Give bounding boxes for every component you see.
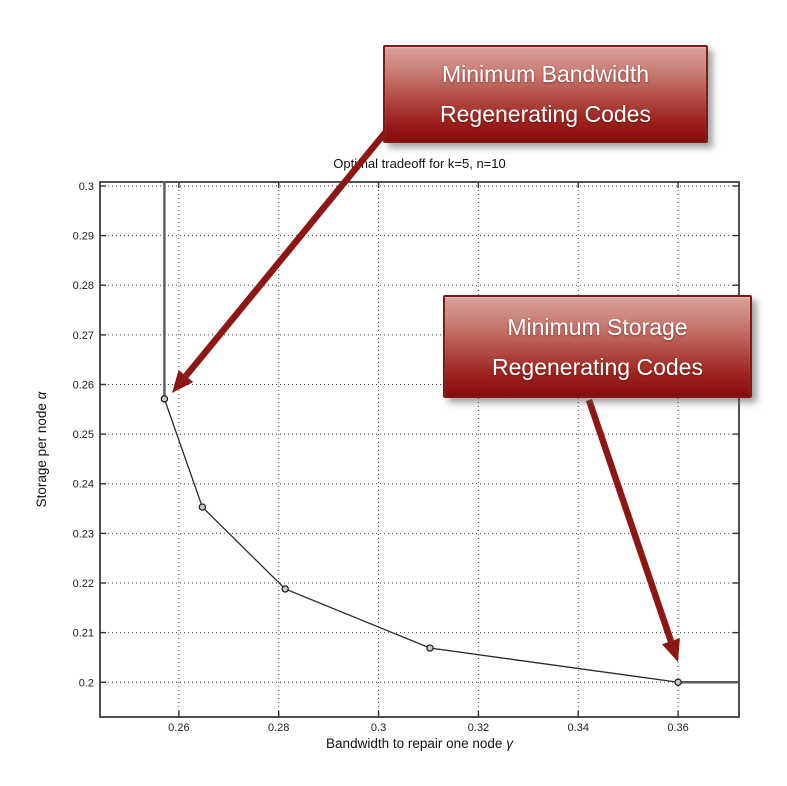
y-tick-label: 0.28: [73, 280, 94, 292]
msr-callout: Minimum Storage Regenerating Codes: [443, 295, 752, 398]
y-tick-label: 0.24: [73, 479, 94, 491]
y-tick-label: 0.3: [79, 181, 94, 193]
y-tick-label: 0.27: [73, 330, 94, 342]
mbr-arrowhead-icon: [172, 369, 194, 393]
y-tick-label: 0.29: [73, 231, 94, 243]
y-tick-label: 0.21: [73, 628, 94, 640]
mbr-callout-line1: Minimum Bandwidth: [441, 61, 650, 87]
data-point-marker: [426, 644, 434, 652]
x-tick-label: 0.36: [667, 722, 688, 734]
y-axis-label: Storage per node α: [34, 390, 49, 507]
data-point-marker: [281, 585, 289, 593]
y-tick-label: 0.22: [73, 578, 94, 590]
plot-border: [99, 181, 740, 718]
y-tick-label: 0.26: [73, 379, 94, 391]
x-tick-label: 0.32: [468, 722, 489, 734]
x-tick-label: 0.3: [371, 722, 386, 734]
data-point-marker: [198, 503, 207, 511]
y-tick-label: 0.23: [73, 528, 94, 540]
mbr-callout: Minimum Bandwidth Regenerating Codes: [383, 45, 708, 143]
msr-arrow-shaft: [585, 398, 675, 643]
y-tick-label: 0.2: [79, 677, 94, 689]
mbr-arrow-shaft: [183, 125, 392, 379]
x-tick-label: 0.34: [568, 722, 589, 734]
x-axis-label: Bandwidth to repair one node γ: [326, 736, 514, 751]
x-tick-label: 0.28: [268, 722, 289, 734]
x-tick-label: 0.26: [168, 722, 189, 734]
data-point-marker: [674, 678, 682, 686]
chart-title: Optimal tradeoff for k=5, n=10: [333, 156, 505, 171]
mbr-callout-line2: Regenerating Codes: [440, 101, 651, 127]
msr-callout-line2: Regenerating Codes: [492, 353, 703, 380]
msr-arrowhead-icon: [661, 638, 680, 662]
msr-callout-line1: Minimum Storage: [507, 313, 688, 340]
data-point-marker: [160, 395, 169, 403]
y-tick-label: 0.25: [73, 429, 94, 441]
